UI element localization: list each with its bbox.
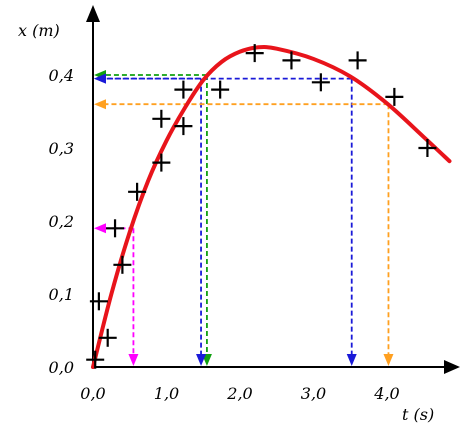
data-point-plus: [86, 350, 105, 369]
data-point-plus: [418, 139, 437, 157]
data-point-plus: [128, 182, 147, 201]
guide-orange: [94, 99, 394, 366]
data-point-plus: [113, 255, 132, 274]
data-point-plus: [245, 44, 264, 63]
axes: [86, 5, 460, 374]
x-tick-label: 0,0: [80, 384, 105, 403]
data-point-plus: [174, 117, 193, 136]
data-point-plus: [211, 80, 230, 99]
x-tick-label: 1,0: [154, 384, 179, 403]
x-axis-label: t (s): [402, 405, 434, 424]
y-axis-label: x (m): [18, 21, 60, 40]
x-axis-arrow-icon: [444, 360, 460, 374]
data-point-plus: [152, 153, 171, 172]
y-tick-label: 0,1: [49, 285, 74, 304]
fit-curve: [91, 44, 452, 369]
y-axis-arrow-icon: [86, 5, 100, 22]
x-tick-label: 3,0: [301, 384, 326, 403]
guide-left-arrow-icon: [94, 223, 106, 234]
data-point-plus: [385, 87, 404, 106]
data-point-plus: [348, 51, 367, 70]
x-tick-label: 2,0: [226, 384, 252, 403]
guide-lines: [94, 70, 394, 366]
tick-labels: 0,0 1,0 2,0 3,0 4,0 0,0 0,1 0,2 0,3 0,4: [49, 66, 400, 403]
data-point-plus: [89, 292, 108, 311]
data-point-plus: [152, 109, 171, 128]
guide-down-arrow-icon: [128, 354, 139, 366]
y-tick-label: 0,2: [49, 212, 74, 231]
guide-left-arrow-icon: [94, 73, 106, 84]
x-tick-label: 4,0: [373, 384, 399, 403]
y-tick-label: 0,3: [49, 139, 74, 158]
data-points: [86, 44, 437, 369]
guide-down-arrow-icon: [196, 354, 207, 366]
data-point-plus: [282, 51, 301, 70]
data-point-plus: [98, 328, 117, 347]
data-point-plus: [174, 80, 193, 99]
guide-magenta: [94, 223, 139, 366]
guide-left-arrow-icon: [94, 99, 106, 110]
guide-blue-right: [94, 73, 357, 366]
guide-blue-left: [94, 73, 207, 366]
y-tick-label: 0,0: [49, 358, 74, 377]
guide-down-arrow-icon: [346, 354, 357, 366]
data-point-plus: [106, 219, 125, 238]
guide-green: [94, 70, 212, 366]
data-point-plus: [311, 73, 330, 92]
guide-down-arrow-icon: [383, 354, 394, 366]
y-tick-label: 0,4: [49, 66, 74, 85]
